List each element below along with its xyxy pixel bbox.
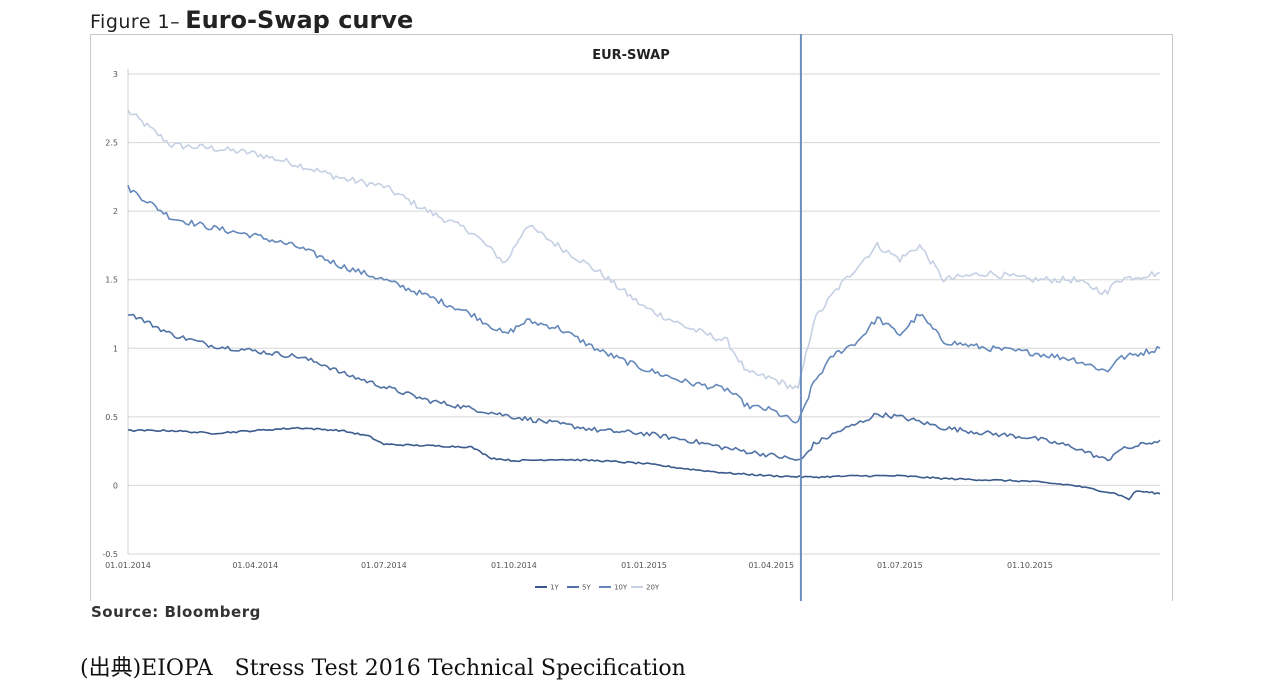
source-note: Source: Bloomberg — [91, 603, 261, 621]
x-tick-label: 01.04.2014 — [232, 561, 278, 570]
legend-label: 5Y — [582, 584, 591, 592]
y-axis-ticks: -0.5 0 0.5 1 1.5 2 2.5 3 — [102, 70, 118, 559]
x-tick-label: 01.01.2015 — [621, 561, 667, 570]
y-tick-label: 2 — [113, 207, 118, 216]
series-line-20y — [127, 109, 1161, 390]
x-tick-label: 01.01.2014 — [105, 561, 151, 570]
series-line-5y — [127, 313, 1161, 462]
chart-frame — [90, 34, 1173, 601]
legend-label: 20Y — [646, 584, 660, 592]
credit-line: (出典)EIOPA Stress Test 2016 Technical Spe… — [80, 656, 686, 681]
y-tick-label: -0.5 — [102, 550, 118, 559]
y-tick-label: 0 — [113, 481, 118, 490]
x-tick-label: 01.07.2014 — [361, 561, 407, 570]
figure-title: Euro-Swap curve — [185, 6, 414, 34]
series-line-1y — [127, 426, 1161, 501]
x-tick-label: 01.04.2015 — [748, 561, 794, 570]
legend-label: 1Y — [550, 584, 559, 592]
y-tick-label: 1 — [113, 344, 118, 353]
eur-swap-chart: EUR-SWAP -0.500.511.522.53 01.01.2014 01.… — [102, 34, 1161, 601]
x-axis-ticks: 01.01.2014 01.04.2014 01.07.2014 01.10.2014… — [105, 561, 1053, 570]
figure-number: Figure 1– — [90, 11, 181, 33]
chart-series — [127, 109, 1161, 501]
x-tick-label: 01.10.2014 — [491, 561, 537, 570]
chart-legend: 1Y 5Y 10Y 20Y — [535, 584, 660, 592]
chart-gridlines — [127, 69, 1160, 555]
figure-label: Figure 1– Euro-Swap curve — [90, 6, 413, 34]
y-tick-label: 3 — [113, 70, 118, 79]
x-tick-label: 01.10.2015 — [1007, 561, 1053, 570]
series-line-10y — [127, 185, 1161, 424]
y-tick-label: 0.5 — [105, 413, 118, 422]
x-tick-label: 01.07.2015 — [877, 561, 923, 570]
legend-label: 10Y — [614, 584, 628, 592]
y-tick-label: 2.5 — [105, 139, 118, 148]
y-tick-label: 1.5 — [105, 276, 118, 285]
chart-title: EUR-SWAP — [592, 48, 670, 63]
